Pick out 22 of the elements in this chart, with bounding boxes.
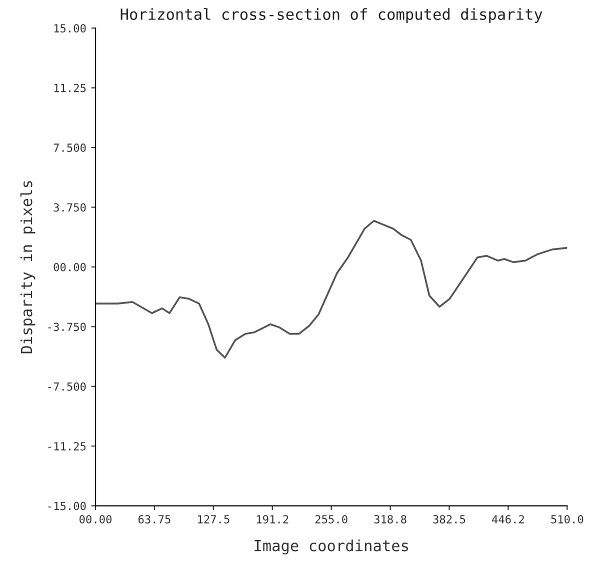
y-tick-label: 7.500 xyxy=(54,144,86,152)
x-axis-title: Image coordinates xyxy=(254,540,408,554)
y-tick-label: 00.00 xyxy=(54,262,86,272)
y-tick-label: -11.25 xyxy=(48,442,86,450)
y-tick-label: 15.00 xyxy=(54,24,86,33)
x-tick-label: 510.0 xyxy=(551,515,584,524)
line-series xyxy=(96,220,568,359)
x-tick-label: 191.2 xyxy=(256,515,288,524)
y-tick-label: -7.500 xyxy=(48,382,86,391)
y-axis-title: Disparity in pixels xyxy=(20,181,36,354)
y-tick-label: 3.750 xyxy=(54,203,86,212)
y-tick-label: -15.00 xyxy=(48,502,86,510)
x-tick-label: 127.5 xyxy=(198,515,230,524)
x-tick-label: 382.5 xyxy=(433,515,466,524)
x-tick-label: 318.8 xyxy=(374,515,406,524)
x-tick-label: 00.00 xyxy=(80,515,112,524)
x-tick-label: 446.2 xyxy=(492,515,524,524)
y-tick-label: 11.25 xyxy=(54,84,86,92)
chart-title: Horizontal cross-section of computed disparity xyxy=(120,8,542,23)
y-tick-label: -3.750 xyxy=(48,322,86,332)
x-tick-label: 255.0 xyxy=(315,515,348,524)
x-tick-label: 63.75 xyxy=(138,515,170,524)
